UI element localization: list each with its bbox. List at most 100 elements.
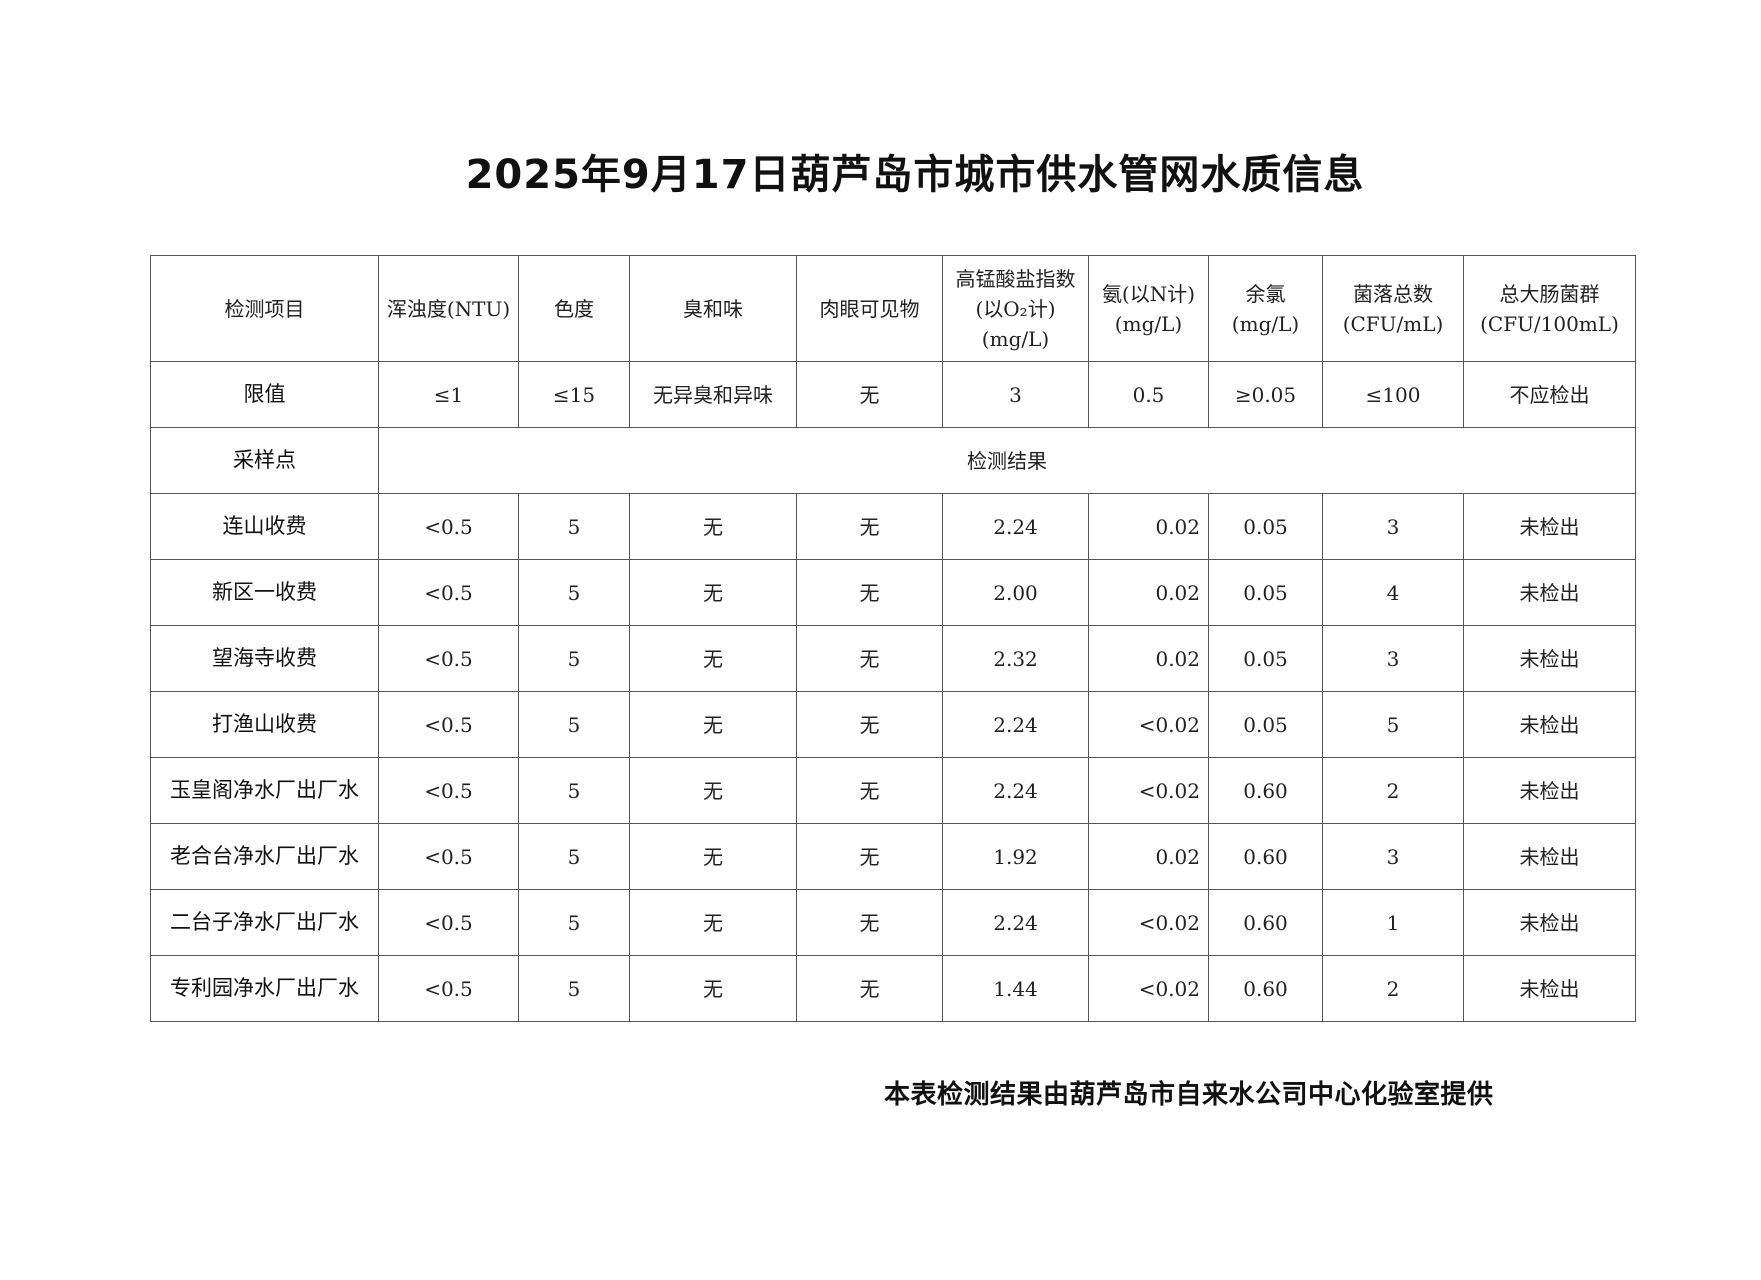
- result-cell: 未检出: [1463, 559, 1636, 626]
- result-cell: 无: [796, 823, 943, 890]
- header-cell: 浑浊度(NTU): [378, 255, 519, 362]
- result-cell: 未检出: [1463, 889, 1636, 956]
- result-cell: <0.5: [378, 493, 519, 560]
- header-line: 菌落总数: [1353, 281, 1433, 306]
- result-cell: 无: [796, 691, 943, 758]
- result-cell: 2.24: [942, 757, 1089, 824]
- result-cell: <0.02: [1088, 757, 1209, 824]
- result-cell: <0.5: [378, 559, 519, 626]
- result-cell: 无: [629, 691, 797, 758]
- result-cell: <0.02: [1088, 691, 1209, 758]
- result-cell: 0.05: [1208, 625, 1323, 692]
- header-line: (CFU/mL): [1342, 311, 1444, 336]
- header-line: (mg/L): [1231, 311, 1300, 336]
- header-line: 浑浊度(NTU): [386, 296, 511, 321]
- result-cell: 0.60: [1208, 823, 1323, 890]
- header-line: 余氯: [1245, 281, 1286, 306]
- limit-cell: ≥0.05: [1208, 361, 1323, 428]
- result-cell: 5: [518, 955, 630, 1022]
- result-cell: 0.60: [1208, 889, 1323, 956]
- result-cell: 0.02: [1088, 493, 1209, 560]
- sampling-point-label: 采样点: [150, 427, 379, 494]
- result-cell: 0.60: [1208, 955, 1323, 1022]
- header-cell: 高锰酸盐指数 (以O₂计) (mg/L): [942, 255, 1089, 362]
- result-cell: 5: [518, 823, 630, 890]
- limit-cell: ≤1: [378, 361, 519, 428]
- result-cell: 未检出: [1463, 625, 1636, 692]
- result-cell: <0.5: [378, 889, 519, 956]
- result-cell: 2.32: [942, 625, 1089, 692]
- result-cell: 0.05: [1208, 559, 1323, 626]
- header-line: 色度: [554, 296, 594, 321]
- result-cell: 0.02: [1088, 625, 1209, 692]
- result-cell: 2.00: [942, 559, 1089, 626]
- result-cell: 5: [518, 757, 630, 824]
- table-row: 专利园净水厂出厂水 <0.5 5 无无 1.44 <0.02 0.60 2 未检出: [150, 955, 1636, 1022]
- limit-cell: ≤100: [1322, 361, 1464, 428]
- result-cell: 0.02: [1088, 823, 1209, 890]
- header-cell: 肉眼可见物: [796, 255, 943, 362]
- result-cell: 2: [1322, 955, 1464, 1022]
- table-row: 老合台净水厂出厂水 <0.5 5 无无 1.92 0.02 0.60 3 未检出: [150, 823, 1636, 890]
- result-cell: 0.05: [1208, 691, 1323, 758]
- sampling-site: 专利园净水厂出厂水: [150, 955, 379, 1022]
- result-cell: 0.02: [1088, 559, 1209, 626]
- header-cell: 氨(以N计) (mg/L): [1088, 255, 1209, 362]
- section-row: 采样点 检测结果: [150, 427, 1636, 494]
- result-cell: 0.60: [1208, 757, 1323, 824]
- sampling-site: 望海寺收费: [150, 625, 379, 692]
- result-cell: 1.92: [942, 823, 1089, 890]
- result-cell: 无: [796, 559, 943, 626]
- header-cell: 余氯 (mg/L): [1208, 255, 1323, 362]
- result-cell: 2: [1322, 757, 1464, 824]
- result-cell: 3: [1322, 493, 1464, 560]
- result-cell: 5: [518, 889, 630, 956]
- result-cell: 无: [629, 493, 797, 560]
- result-cell: 无: [629, 559, 797, 626]
- result-cell: <0.5: [378, 823, 519, 890]
- result-cell: 未检出: [1463, 823, 1636, 890]
- result-cell: 无: [796, 757, 943, 824]
- table-row: 连山收费 <0.5 5 无无 2.24 0.02 0.05 3 未检出: [150, 493, 1636, 560]
- header-line: 臭和味: [683, 296, 743, 321]
- result-cell: 无: [796, 493, 943, 560]
- result-cell: <0.02: [1088, 889, 1209, 956]
- limit-cell: 0.5: [1088, 361, 1209, 428]
- result-cell: 1: [1322, 889, 1464, 956]
- header-cell: 色度: [518, 255, 630, 362]
- result-cell: 2.24: [942, 889, 1089, 956]
- result-cell: 未检出: [1463, 493, 1636, 560]
- header-line: 肉眼可见物: [819, 296, 920, 321]
- water-quality-table: 检测项目 浑浊度(NTU) 色度 臭和味 肉眼可见物 高锰酸盐指数 (以O₂计) (mg/L)…: [150, 255, 1636, 1022]
- result-cell: <0.5: [378, 691, 519, 758]
- header-line: (以O₂计): [975, 296, 1056, 321]
- header-line: 检测项目: [224, 296, 305, 321]
- sampling-site: 二台子净水厂出厂水: [150, 889, 379, 956]
- limit-cell: 不应检出: [1463, 361, 1636, 428]
- header-line: 总大肠菌群: [1499, 281, 1600, 306]
- header-row: 检测项目 浑浊度(NTU) 色度 臭和味 肉眼可见物 高锰酸盐指数 (以O₂计) (mg/L)…: [150, 255, 1636, 362]
- header-line: 氨(以N计): [1101, 281, 1196, 306]
- result-cell: 3: [1322, 625, 1464, 692]
- result-cell: 3: [1322, 823, 1464, 890]
- result-cell: 1.44: [942, 955, 1089, 1022]
- header-line: 高锰酸盐指数: [955, 266, 1076, 291]
- limit-cell: ≤15: [518, 361, 630, 428]
- header-line: (mg/L): [981, 326, 1050, 351]
- result-cell: <0.5: [378, 955, 519, 1022]
- page-title: 2025年9月17日葫芦岛市城市供水管网水质信息: [465, 152, 1365, 198]
- result-cell: 5: [518, 559, 630, 626]
- result-cell: 无: [629, 889, 797, 956]
- header-cell: 检测项目: [150, 255, 379, 362]
- result-cell: 未检出: [1463, 757, 1636, 824]
- result-cell: 无: [796, 625, 943, 692]
- table-row: 二台子净水厂出厂水 <0.5 5 无无 2.24 <0.02 0.60 1 未检出: [150, 889, 1636, 956]
- sampling-site: 老合台净水厂出厂水: [150, 823, 379, 890]
- result-cell: <0.02: [1088, 955, 1209, 1022]
- header-line: (mg/L): [1114, 311, 1183, 336]
- results-label: 检测结果: [378, 427, 1636, 494]
- table-row: 打渔山收费 <0.5 5 无无 2.24 <0.02 0.05 5 未检出: [150, 691, 1636, 758]
- result-cell: 5: [1322, 691, 1464, 758]
- result-cell: 4: [1322, 559, 1464, 626]
- result-cell: 2.24: [942, 691, 1089, 758]
